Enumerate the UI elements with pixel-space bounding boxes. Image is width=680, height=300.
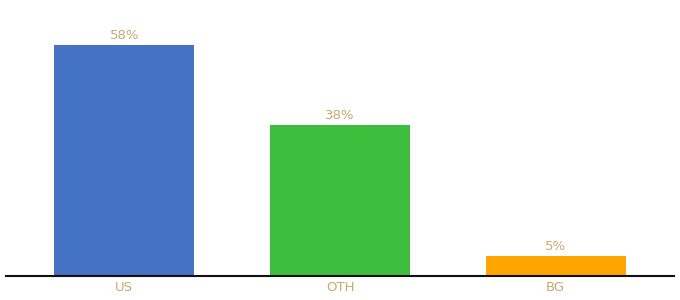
Text: 5%: 5% xyxy=(545,240,566,253)
Bar xyxy=(486,256,626,276)
Bar xyxy=(54,45,194,276)
Text: 58%: 58% xyxy=(109,29,139,42)
Text: 38%: 38% xyxy=(325,109,355,122)
Bar xyxy=(270,125,410,276)
